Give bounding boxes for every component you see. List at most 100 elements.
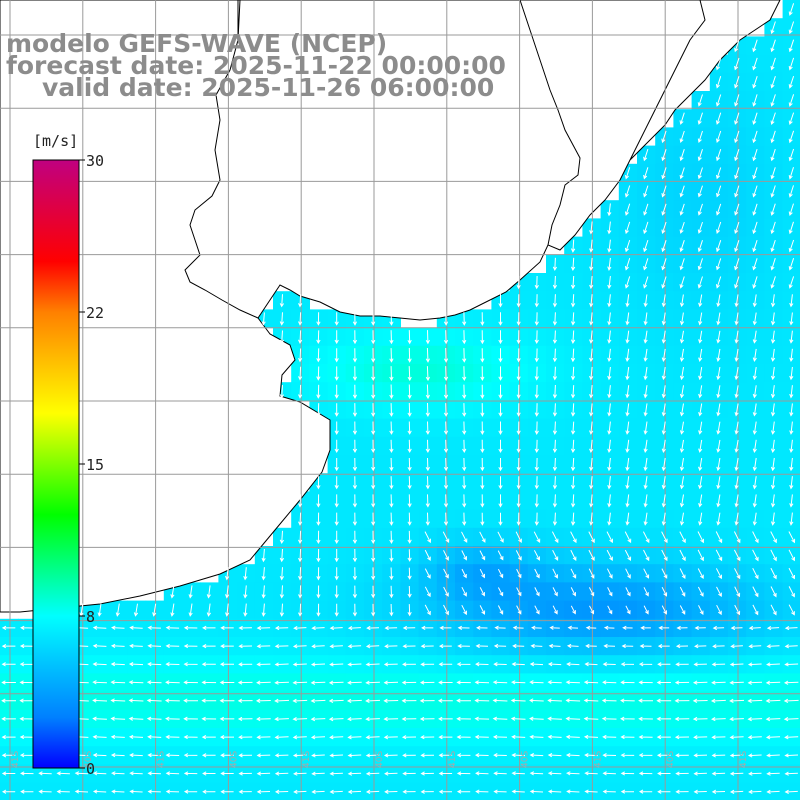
wind-arrow [511,771,525,776]
wind-arrow [770,330,776,344]
wind-arrow [784,625,798,631]
wind-arrow [201,753,216,758]
wind-arrow [225,567,230,581]
wind-arrow [770,39,776,53]
wind-arrow [770,258,776,271]
wind-arrow [624,258,631,271]
wind-arrow [492,716,508,721]
wind-arrow [552,568,558,579]
wind-arrow [788,276,795,289]
wind-arrow [770,294,776,308]
wind-arrow [274,680,289,685]
wind-arrow [583,716,599,721]
coastline [0,0,781,613]
wind-arrow [352,312,358,326]
wind-arrow [352,512,358,526]
wind-arrow [220,753,234,758]
wind-arrow [643,494,648,508]
wind-arrow [461,586,467,597]
wind-arrow [443,494,449,508]
wind-arrow [219,698,235,703]
wind-arrow [293,771,307,776]
wind-arrow [111,771,125,776]
wind-arrow [661,367,666,381]
wind-arrow [625,457,630,472]
wind-arrow [261,312,266,326]
wind-arrow [534,512,539,526]
wind-arrow [534,421,539,435]
wind-arrow [475,643,489,649]
wind-arrow [474,680,490,685]
wind-arrow [584,753,598,758]
wind-arrow [476,625,488,630]
wind-arrow [570,549,577,562]
wind-arrow [365,644,380,649]
wind-arrow [164,698,180,703]
wind-arrow [770,586,777,598]
wind-arrow [316,403,321,417]
wind-arrow [621,643,634,649]
wind-arrow [316,384,321,399]
wind-arrow [352,439,358,454]
wind-arrow [498,330,503,345]
wind-arrow [534,366,539,381]
wind-arrow [589,239,594,253]
wind-arrow [784,644,798,649]
wind-arrow [298,384,303,399]
wind-arrow [529,680,544,685]
wind-arrow [643,457,648,472]
wind-arrow [516,568,522,579]
wind-arrow [789,512,794,526]
colorbar-tick-label: 0 [86,760,96,778]
wind-arrow [352,494,358,508]
wind-arrow [365,662,380,667]
grid-label: 40S [375,751,385,768]
wind-arrow [679,458,685,472]
wind-arrow [607,257,612,271]
wind-arrow [752,549,759,562]
wind-arrow [316,548,321,563]
wind-arrow [328,680,344,685]
wind-arrow [675,662,689,667]
wind-arrow [479,531,486,543]
wind-arrow [316,348,321,363]
wind-arrow [352,548,358,563]
wind-arrow [752,385,757,399]
wind-arrow [603,625,615,630]
wind-arrow [462,403,467,417]
wind-arrow [643,587,649,597]
wind-arrow [389,512,394,526]
wind-arrow [462,348,467,363]
wind-arrow [534,568,540,579]
wind-arrow [565,716,581,721]
wind-arrow [697,258,703,271]
wind-arrow [183,789,198,794]
wind-arrow [516,457,521,472]
wind-arrow [661,494,666,508]
wind-arrow [638,662,653,667]
wind-arrow [456,662,471,667]
wind-arrow [589,366,594,381]
wind-arrow [165,680,180,685]
wind-arrow [402,789,416,794]
wind-arrow [383,698,399,703]
wind-arrow [698,330,703,344]
wind-arrow [238,625,252,631]
wind-arrow [310,698,326,704]
wind-arrow [710,698,726,703]
wind-arrow [92,734,107,740]
wind-arrow [624,221,631,235]
wind-arrow [765,735,781,740]
wind-arrow [334,603,339,617]
wind-arrow [480,330,485,345]
wind-arrow [256,680,271,685]
wind-arrow [438,680,453,685]
wind-arrow [601,716,617,721]
wind-arrow [511,753,526,758]
wind-arrow [511,680,526,685]
wind-arrow [679,185,685,198]
wind-arrow [715,276,722,289]
wind-arrow [516,605,522,615]
wind-arrow [589,276,594,290]
wind-arrow [389,494,394,508]
